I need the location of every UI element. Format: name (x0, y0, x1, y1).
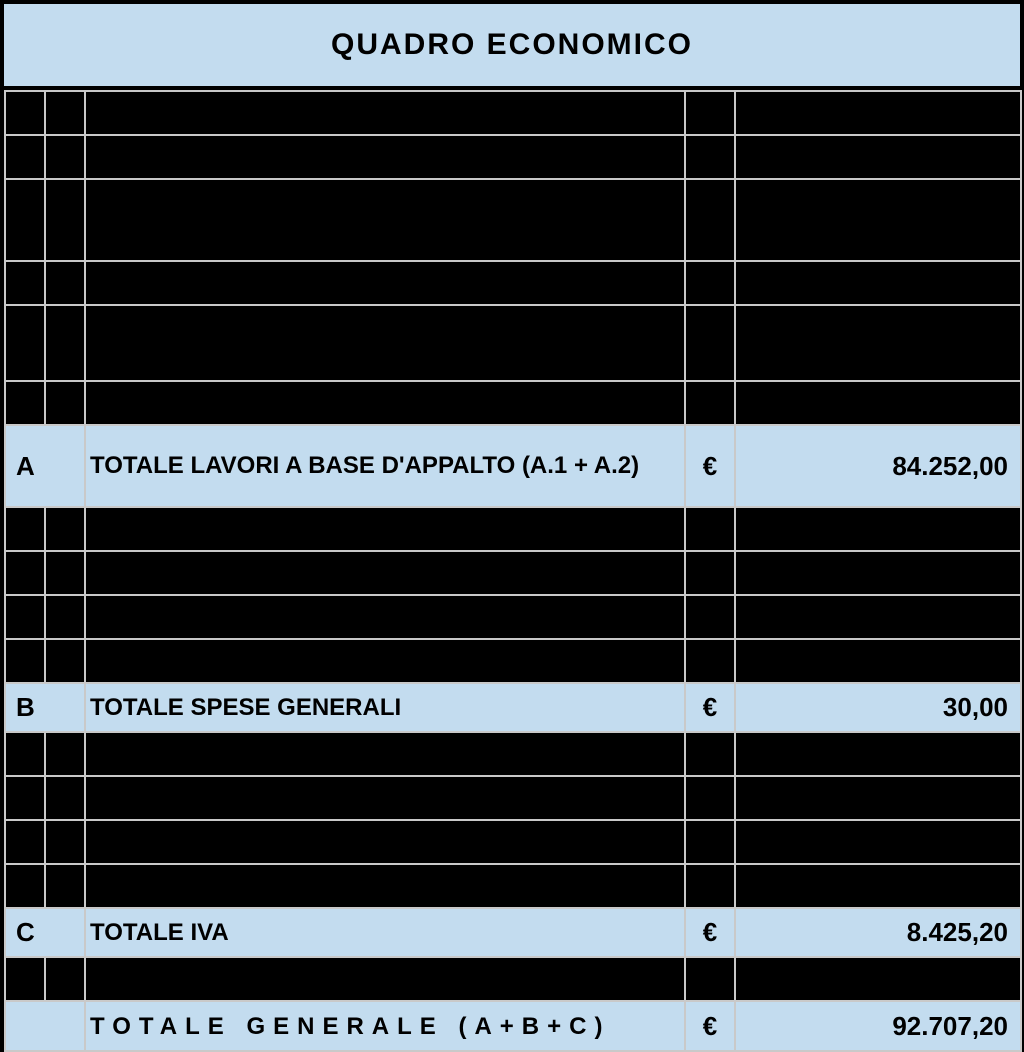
economic-framework-table: QUADRO ECONOMICO A TOTALE LAVORI A BASE … (0, 0, 1024, 1024)
page-title: QUADRO ECONOMICO (331, 28, 693, 62)
row-amount: 8.425,20 (735, 908, 1021, 957)
table-row (5, 381, 1021, 425)
table-row (5, 261, 1021, 305)
table-row (5, 507, 1021, 551)
table-row (5, 551, 1021, 595)
table-row (5, 639, 1021, 683)
row-desc: TOTALE SPESE GENERALI (85, 683, 685, 732)
data-table: A TOTALE LAVORI A BASE D'APPALTO (A.1 + … (4, 90, 1022, 1052)
table-row (5, 820, 1021, 864)
currency-symbol: € (685, 908, 735, 957)
table-row (5, 305, 1021, 381)
table-row (5, 776, 1021, 820)
currency-symbol: € (685, 1001, 735, 1051)
row-desc: TOTALE IVA (85, 908, 685, 957)
table-row (5, 91, 1021, 135)
row-code: B (5, 683, 85, 732)
table-row (5, 864, 1021, 908)
row-amount: 30,00 (735, 683, 1021, 732)
row-amount: 92.707,20 (735, 1001, 1021, 1051)
table-row (5, 179, 1021, 261)
row-amount: 84.252,00 (735, 425, 1021, 507)
total-row-a: A TOTALE LAVORI A BASE D'APPALTO (A.1 + … (5, 425, 1021, 507)
currency-symbol: € (685, 683, 735, 732)
table-row (5, 957, 1021, 1001)
row-desc: TOTALE LAVORI A BASE D'APPALTO (A.1 + A.… (85, 425, 685, 507)
table-row (5, 732, 1021, 776)
currency-symbol: € (685, 425, 735, 507)
row-code: A (5, 425, 85, 507)
table-row (5, 135, 1021, 179)
total-row-c: C TOTALE IVA € 8.425,20 (5, 908, 1021, 957)
table-row (5, 595, 1021, 639)
row-desc: TOTALE GENERALE (A+B+C) (85, 1001, 685, 1051)
row-code (5, 1001, 85, 1051)
total-row-b: B TOTALE SPESE GENERALI € 30,00 (5, 683, 1021, 732)
row-code: C (5, 908, 85, 957)
grand-total-row: TOTALE GENERALE (A+B+C) € 92.707,20 (5, 1001, 1021, 1051)
title-row: QUADRO ECONOMICO (4, 4, 1020, 90)
